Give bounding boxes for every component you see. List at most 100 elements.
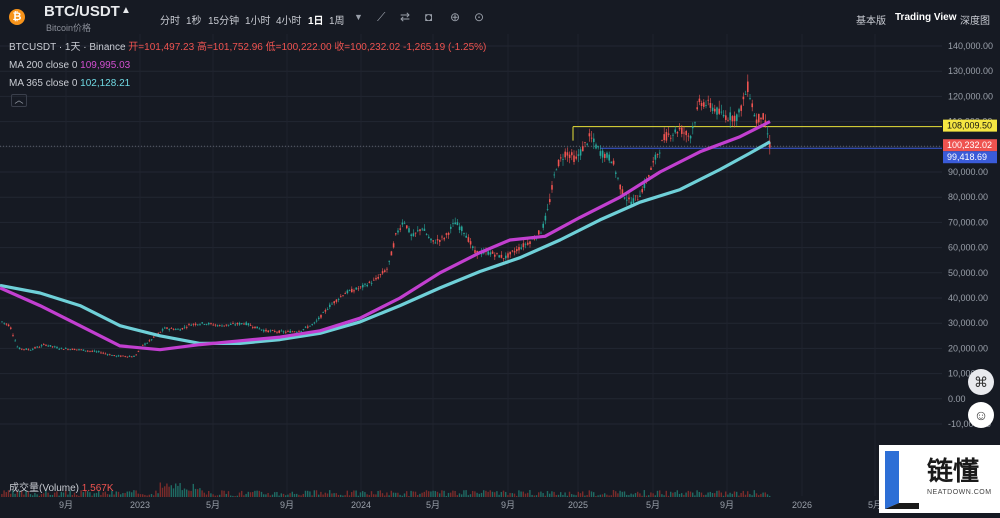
volume-bar bbox=[25, 490, 27, 497]
settings-icon[interactable]: ⊙ bbox=[474, 10, 485, 24]
candle-body bbox=[106, 354, 109, 356]
candle-body bbox=[181, 327, 184, 330]
candle-body bbox=[302, 329, 305, 330]
volume-bar bbox=[751, 495, 753, 497]
candle-body bbox=[665, 132, 668, 141]
candle-body bbox=[117, 355, 120, 357]
candle-body bbox=[84, 350, 87, 352]
timeframe-tab-active[interactable]: 1日 bbox=[308, 16, 324, 27]
candle-body bbox=[597, 146, 599, 148]
price-chart[interactable]: 140,000.00130,000.00120,000.00110,000.00… bbox=[0, 34, 1000, 513]
volume-bar bbox=[58, 495, 60, 497]
volume-bar bbox=[692, 492, 694, 497]
volume-bar bbox=[535, 495, 538, 497]
candle-body bbox=[201, 322, 203, 324]
candle-body bbox=[595, 144, 597, 149]
candle-body bbox=[692, 126, 694, 129]
candle-body bbox=[729, 112, 731, 121]
ma365-legend[interactable]: MA 365 close 0 102,128.21 bbox=[9, 75, 486, 93]
timeframe-tab[interactable]: 分时 bbox=[160, 16, 180, 27]
candle-body bbox=[219, 324, 221, 326]
volume-bar bbox=[302, 493, 304, 497]
candle-body bbox=[399, 228, 401, 230]
candle-body bbox=[131, 356, 133, 358]
x-tick-label: 9月 bbox=[280, 500, 294, 510]
volume-bar bbox=[392, 492, 395, 497]
volume-bar bbox=[472, 490, 474, 497]
volume-bar bbox=[417, 495, 419, 497]
candle-body bbox=[421, 228, 423, 230]
candle-body bbox=[71, 348, 74, 350]
volume-bar bbox=[604, 493, 606, 497]
basic-view-button[interactable]: 基本版 bbox=[856, 16, 886, 27]
tradingview-button[interactable]: Trading View bbox=[895, 12, 957, 23]
volume-bars bbox=[1, 482, 771, 497]
volume-bar bbox=[311, 495, 313, 497]
candle-body bbox=[210, 323, 212, 324]
volume-bar bbox=[509, 492, 511, 497]
timeframe-tab[interactable]: 1小时 bbox=[245, 16, 271, 27]
chevron-down-icon[interactable]: ▼ bbox=[354, 12, 363, 22]
candle-body bbox=[247, 323, 250, 326]
candle-body bbox=[309, 325, 311, 327]
volume-bar bbox=[643, 490, 645, 497]
volume-bar bbox=[43, 493, 45, 497]
volume-bar bbox=[637, 491, 639, 497]
compare-icon[interactable]: ⇄ bbox=[400, 10, 411, 24]
expand-icon[interactable]: ⌘ bbox=[968, 369, 994, 395]
candle-body bbox=[425, 234, 428, 235]
volume-bar bbox=[16, 491, 18, 497]
candle-body bbox=[236, 323, 239, 325]
candle-body bbox=[555, 169, 558, 171]
candle-body bbox=[672, 134, 674, 136]
volume-bar bbox=[575, 495, 577, 497]
volume-bar bbox=[549, 493, 551, 497]
candle-body bbox=[157, 333, 159, 335]
candle-body bbox=[430, 238, 432, 241]
assistant-icon[interactable]: ☺ bbox=[968, 402, 994, 428]
candle-body bbox=[639, 195, 641, 197]
volume-bar bbox=[304, 490, 307, 497]
volume-bar bbox=[126, 491, 128, 497]
volume-bar bbox=[181, 490, 183, 497]
candle-body bbox=[320, 314, 322, 318]
ma200-legend[interactable]: MA 200 close 0 109,995.03 bbox=[9, 57, 486, 75]
timeframe-tab[interactable]: 1周 bbox=[329, 16, 345, 27]
volume-bar bbox=[533, 495, 535, 497]
add-icon[interactable]: ⊕ bbox=[450, 10, 461, 24]
camera-icon[interactable]: ◘ bbox=[425, 10, 433, 24]
candle-body bbox=[282, 331, 285, 333]
volume-bar bbox=[498, 494, 500, 497]
volume-bar bbox=[654, 495, 656, 497]
volume-bar bbox=[744, 494, 747, 497]
open-value: 开=101,497.23 bbox=[128, 42, 195, 53]
candle-body bbox=[56, 347, 58, 349]
chevron-up-icon[interactable]: ︿ bbox=[11, 94, 27, 107]
volume-bar bbox=[683, 494, 685, 497]
y-tick-label: 60,000.00 bbox=[948, 243, 988, 253]
depth-chart-button[interactable]: 深度图 bbox=[960, 16, 990, 27]
volume-bar bbox=[368, 495, 370, 497]
timeframe-tab[interactable]: 1秒 bbox=[186, 16, 202, 27]
volume-bar bbox=[408, 495, 410, 497]
volume-bar bbox=[205, 494, 208, 497]
volume-bar bbox=[293, 493, 296, 497]
symbol-title[interactable]: BTC/USDT bbox=[44, 3, 120, 20]
volume-bar bbox=[397, 492, 399, 497]
volume-bar bbox=[628, 495, 630, 497]
logo-cn-text: 链懂 bbox=[927, 457, 980, 487]
candle-body bbox=[142, 344, 144, 346]
volume-bar bbox=[689, 491, 692, 497]
candle-body bbox=[511, 250, 514, 252]
volume-bar bbox=[175, 483, 177, 497]
indicator-icon[interactable]: ⟋ bbox=[377, 10, 386, 24]
candle-body bbox=[298, 331, 300, 333]
symbol-dropdown-icon[interactable]: ▲ bbox=[121, 5, 131, 16]
volume-bar bbox=[124, 493, 126, 497]
timeframe-tab[interactable]: 15分钟 bbox=[208, 16, 240, 27]
volume-bar bbox=[648, 495, 650, 497]
candle-body bbox=[700, 102, 703, 107]
volume-bar bbox=[674, 492, 676, 497]
timeframe-tab[interactable]: 4小时 bbox=[276, 16, 302, 27]
candle-body bbox=[568, 154, 571, 158]
